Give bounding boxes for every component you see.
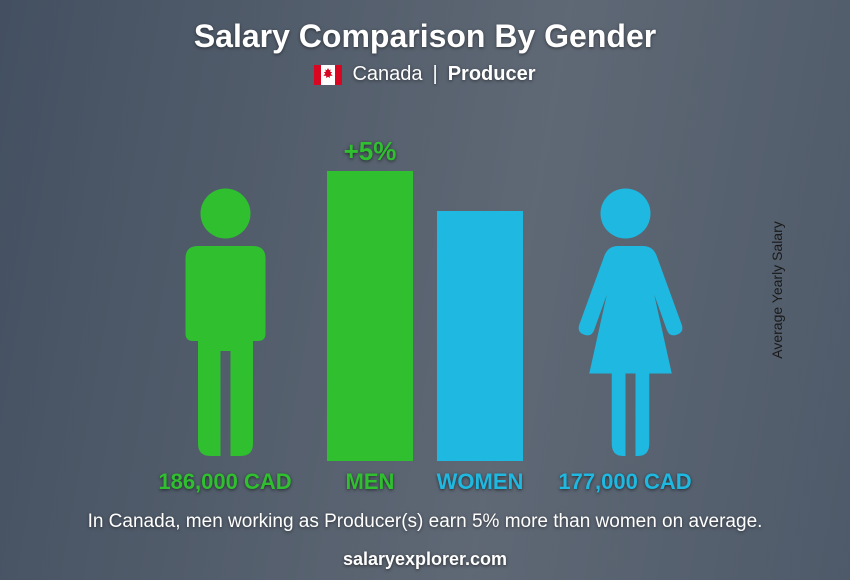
separator: |	[433, 63, 438, 86]
percent-diff-label: +5%	[344, 136, 397, 167]
men-icon-column	[135, 141, 315, 461]
men-salary-label: 186,000 CAD	[135, 469, 315, 495]
women-salary-label: 177,000 CAD	[535, 469, 715, 495]
chart-area: +5%	[0, 98, 850, 461]
labels-row: 186,000 CAD MEN WOMEN 177,000 CAD	[0, 469, 850, 495]
chart-inner: +5%	[135, 141, 715, 461]
women-bar	[437, 211, 523, 461]
country-label: Canada	[352, 63, 422, 86]
footer-link[interactable]: salaryexplorer.com	[343, 549, 507, 580]
men-bar	[327, 171, 413, 461]
women-icon-column	[535, 141, 715, 461]
y-axis-label: Average Yearly Salary	[768, 221, 784, 359]
women-bar-column	[425, 141, 535, 461]
men-label: MEN	[315, 469, 425, 495]
infographic-container: Salary Comparison By Gender Canada | Pro…	[0, 0, 850, 580]
woman-icon	[563, 186, 688, 461]
canada-flag-icon	[314, 65, 342, 85]
subtitle-row: Canada | Producer	[314, 63, 535, 86]
men-bar-column: +5%	[315, 141, 425, 461]
job-label: Producer	[448, 63, 536, 86]
women-label: WOMEN	[425, 469, 535, 495]
page-title: Salary Comparison By Gender	[194, 18, 656, 55]
description-text: In Canada, men working as Producer(s) ea…	[88, 509, 763, 535]
man-icon	[163, 186, 288, 461]
